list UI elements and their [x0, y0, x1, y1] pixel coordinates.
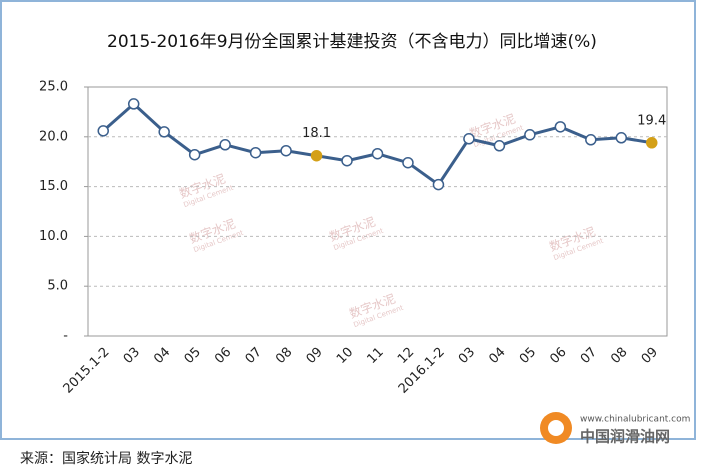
logo-url: www.chinalubricant.com: [580, 415, 690, 425]
point: [310, 149, 323, 162]
point: [188, 148, 201, 161]
point: [402, 156, 414, 169]
plot-frame: [87, 86, 668, 337]
point: [493, 140, 506, 152]
point: [432, 178, 445, 191]
logo-name: 中国润滑油网: [580, 428, 670, 446]
y-tick-label: 10.0: [39, 229, 68, 244]
point: [249, 146, 262, 159]
point: [280, 144, 292, 157]
point: [97, 125, 109, 137]
point: [646, 137, 658, 149]
logo-icon-inner: [548, 420, 564, 436]
point: [463, 133, 475, 145]
y-tick-label: -: [63, 329, 68, 344]
point: [615, 132, 628, 144]
y-tick-label: 20.0: [39, 129, 68, 144]
point: [585, 134, 597, 146]
point: [524, 129, 536, 141]
data-label: 18.1: [302, 126, 331, 141]
source: 来源：国家统计局 数字水泥: [20, 450, 192, 467]
point: [371, 147, 384, 160]
chart-frame: [0, 0, 696, 440]
data-label: 19.4: [637, 113, 666, 128]
y-tick-label: 15.0: [39, 179, 68, 194]
point: [554, 121, 567, 133]
point: [341, 154, 353, 167]
point: [219, 139, 231, 151]
y-tick-label: 25.0: [39, 80, 68, 95]
point: [158, 126, 170, 138]
y-tick-label: 5.0: [47, 279, 68, 294]
chart-title: 2015-2016年9月份全国累计基建投资（不含电力）同比增速(%): [107, 32, 597, 52]
point: [127, 98, 140, 110]
